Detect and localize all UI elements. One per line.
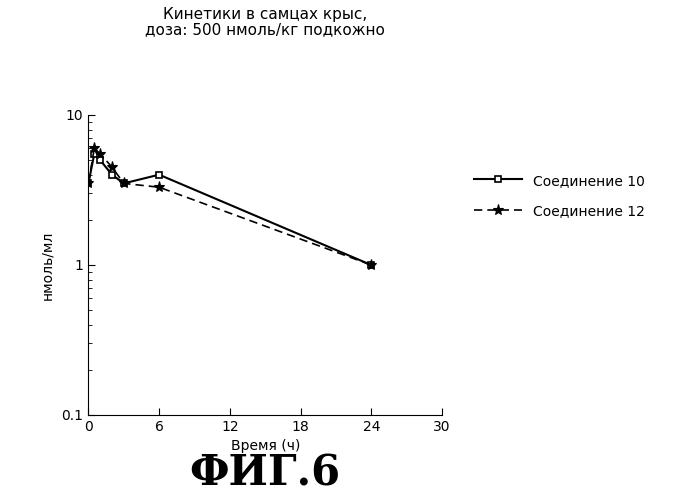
Соединение 10	[367, 262, 375, 268]
Line: Соединение 10: Соединение 10	[85, 150, 375, 268]
Соединение 12	[84, 180, 92, 186]
Text: доза: 500 нмоль/кг подкожно: доза: 500 нмоль/кг подкожно	[146, 22, 385, 38]
Text: Кинетики в самцах крыс,: Кинетики в самцах крыс,	[163, 8, 367, 22]
Соединение 12	[96, 151, 104, 157]
Text: ФИГ.6: ФИГ.6	[190, 453, 341, 495]
Соединение 10	[90, 151, 99, 157]
Соединение 12	[367, 262, 375, 268]
Legend: Соединение 10, Соединение 12: Соединение 10, Соединение 12	[466, 167, 652, 226]
Соединение 10	[108, 172, 116, 177]
Соединение 10	[120, 180, 128, 186]
Соединение 10	[155, 172, 163, 177]
Y-axis label: нмоль/мл: нмоль/мл	[41, 230, 54, 300]
Соединение 10	[96, 157, 104, 163]
X-axis label: Время (ч): Время (ч)	[231, 440, 300, 454]
Line: Соединение 12: Соединение 12	[83, 142, 377, 270]
Соединение 12	[108, 164, 116, 170]
Соединение 10	[84, 180, 92, 186]
Соединение 12	[90, 146, 99, 152]
Соединение 12	[155, 184, 163, 190]
Соединение 12	[120, 180, 128, 186]
